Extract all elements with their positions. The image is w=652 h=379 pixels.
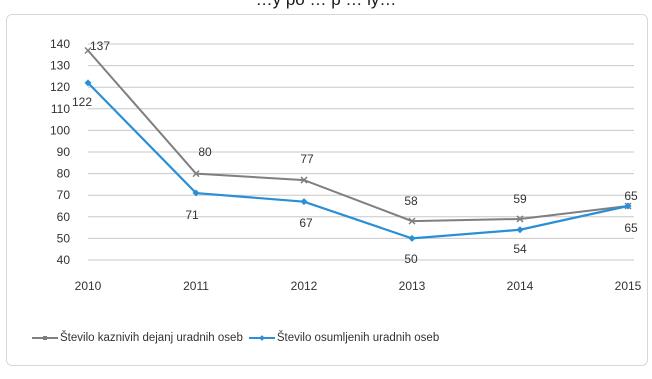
data-label: 65 [624,221,638,235]
data-point [408,217,416,225]
legend-label: Število kaznivih dejanj uradnih oseb [60,332,243,344]
y-tick-label: 90 [57,145,71,159]
y-tick-label: 130 [50,59,70,73]
x-tick-label: 2010 [75,279,102,293]
legend-swatch [32,333,58,343]
data-label: 137 [90,39,110,53]
legend-swatch [248,333,275,343]
data-label: 77 [300,152,314,166]
data-label: 71 [185,208,199,222]
data-point [192,170,200,178]
data-label: 65 [624,189,638,203]
legend-label: Število osumljenih uradnih oseb [276,332,440,344]
data-label: 54 [513,242,527,256]
data-point [516,226,524,234]
data-label: 50 [404,252,418,266]
x-tick-label: 2011 [183,279,209,293]
chart-frame [6,14,648,366]
data-label: 59 [513,192,527,206]
y-tick-label: 70 [57,188,71,202]
data-label: 58 [404,194,418,208]
y-tick-label: 110 [51,102,70,116]
x-tick-label: 2012 [291,279,318,293]
data-point [84,46,92,55]
y-tick-label: 100 [50,123,70,137]
data-point [300,176,308,184]
y-tick-label: 40 [57,253,71,267]
chart-title: …y po … p … ly… [0,0,652,10]
y-tick-label: 120 [50,80,70,94]
data-label: 80 [198,145,212,159]
legend-item: Število osumljenih uradnih oseb [248,332,440,344]
x-tick-label: 2013 [399,279,426,293]
series-line [87,82,629,240]
legend-item: Število kaznivih dejanj uradnih oseb [32,332,243,344]
series-line [87,49,629,223]
data-point [624,202,632,210]
data-point [300,198,308,206]
title-strip: …y po … p … ly… [0,0,652,14]
data-point [408,234,416,242]
data-point [516,215,524,223]
data-point [84,79,92,87]
y-tick-label: 50 [57,231,71,245]
y-tick-label: 140 [50,37,70,51]
x-tick-label: 2015 [615,279,642,293]
y-tick-label: 80 [57,167,71,181]
data-label: 67 [299,216,313,230]
chart-legend: Število kaznivih dejanj uradnih oseb Štev… [32,330,445,346]
y-tick-label: 60 [57,210,71,224]
x-tick-label: 2014 [507,279,534,293]
data-label: 122 [72,95,92,109]
data-point [192,189,200,197]
